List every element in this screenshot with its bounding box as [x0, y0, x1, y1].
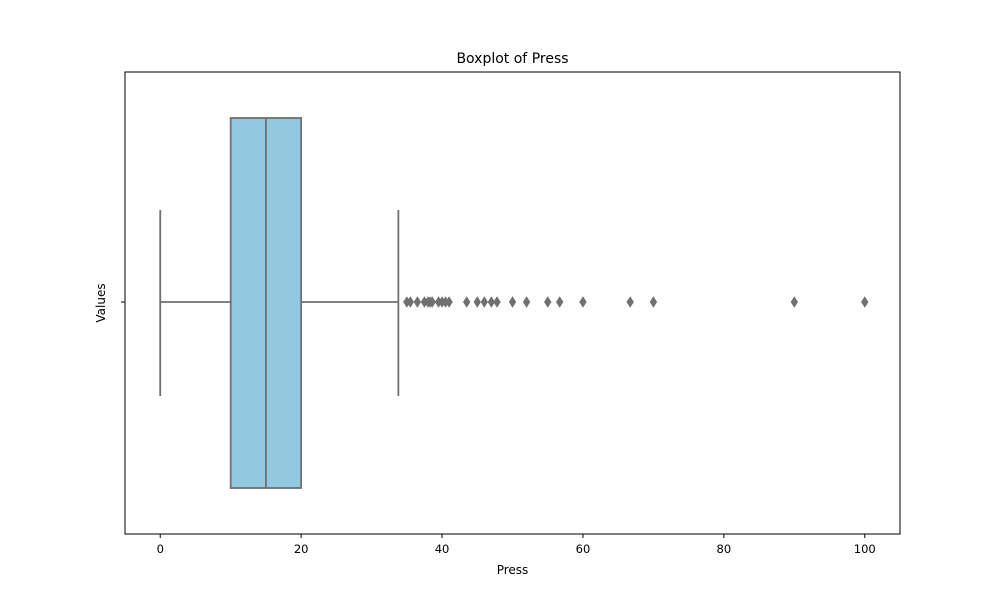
outlier-point [463, 296, 471, 308]
outlier-point [445, 296, 453, 308]
x-tick-label: 60 [576, 542, 591, 556]
y-axis-label: Values [94, 283, 108, 322]
outlier-point [861, 296, 869, 308]
outlier-point [508, 296, 517, 308]
outlier-point [428, 296, 436, 308]
outlier-point [493, 296, 501, 308]
outlier-point [626, 296, 634, 308]
outlier-point [522, 296, 531, 308]
chart-title: Boxplot of Press [456, 51, 568, 67]
x-tick-label: 0 [157, 542, 164, 556]
outlier-point [473, 296, 481, 308]
x-tick-label: 80 [717, 542, 732, 556]
x-axis-ticks: 0 20 40 60 80 100 [157, 534, 876, 556]
x-tick-label: 100 [854, 542, 876, 556]
plot-area [159, 117, 869, 489]
outlier-point [579, 296, 587, 308]
outlier-point [413, 296, 422, 308]
outlier-point [406, 296, 415, 308]
outlier-point [544, 296, 552, 308]
outlier-point [649, 296, 658, 308]
x-axis-label: Press [497, 563, 529, 577]
outlier-point [556, 296, 564, 308]
outlier-point [487, 296, 496, 308]
x-tick-label: 40 [435, 542, 450, 556]
x-tick-label: 20 [294, 542, 309, 556]
axes-frame [124, 71, 901, 535]
outlier-point [480, 296, 488, 308]
outlier-point [790, 296, 798, 308]
